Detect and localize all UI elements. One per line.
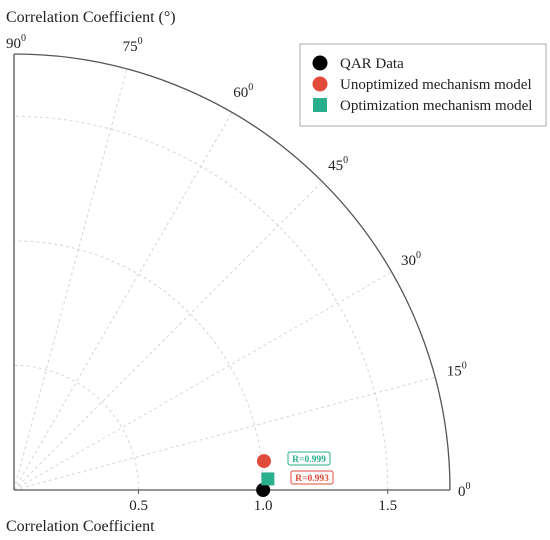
- grid-spoke-45: [13, 181, 323, 491]
- grid-spoke-15: [13, 376, 436, 491]
- angle-tick-superscript: 0: [462, 360, 467, 371]
- legend-marker-circle: [312, 55, 328, 71]
- r-value-box: [287, 451, 331, 466]
- chart-title: Correlation Coefficient (°): [6, 9, 176, 26]
- radial-tick-label: 1.0: [254, 498, 273, 514]
- grid-spoke-75: [13, 68, 128, 491]
- legend-label: Optimization mechanism model: [340, 98, 532, 114]
- angle-tick-superscript: 0: [416, 250, 421, 261]
- angle-tick-superscript: 0: [466, 481, 471, 492]
- r-value-label: R=0.999: [292, 455, 326, 465]
- x-axis-label: Correlation Coefficient: [6, 518, 155, 535]
- angle-tick-superscript: 0: [248, 82, 253, 93]
- radial-tick-label: 1.5: [378, 498, 397, 514]
- grid-arc-0: [13, 364, 140, 491]
- grid-layer: [13, 68, 436, 491]
- axes-layer: [13, 53, 451, 491]
- r-value-label: R=0.993: [295, 474, 329, 484]
- angle-tick-superscript: 0: [21, 33, 26, 44]
- angle-tick-label-45: 450: [328, 155, 348, 174]
- point-optimization-model: [261, 472, 275, 486]
- grid-arc-2: [13, 115, 389, 491]
- legend-label: QAR Data: [340, 56, 404, 72]
- grid-arc-1: [13, 240, 264, 491]
- angle-tick-label-0: 00: [458, 481, 471, 500]
- legend-marker-square: [313, 98, 327, 112]
- legend-box: [299, 43, 547, 127]
- angle-tick-superscript: 0: [138, 36, 143, 47]
- points-layer: R=0.993 R=0.999: [256, 451, 334, 497]
- legend-marker-circle: [312, 76, 328, 92]
- outer-arc: [13, 53, 451, 491]
- legend-items: QAR Data Unoptimized mechanism model Optim…: [312, 55, 532, 114]
- angle-tick-label-60: 600: [233, 82, 253, 101]
- angle-tick-superscript: 0: [343, 155, 348, 166]
- legend-label: Unoptimized mechanism model: [340, 77, 532, 93]
- legend: QAR Data Unoptimized mechanism model Optim…: [299, 43, 547, 127]
- angle-tick-label-30: 300: [401, 250, 421, 269]
- point-unoptimized-model: [256, 454, 271, 469]
- angle-tick-label-15: 150: [447, 360, 467, 379]
- angle-tick-label-90: 900: [6, 33, 26, 52]
- grid-spoke-60: [13, 112, 233, 491]
- angle-tick-label-75: 750: [123, 36, 143, 55]
- grid-spoke-30: [13, 271, 392, 491]
- point-qar-data: [256, 483, 271, 497]
- radial-tick-label: 0.5: [129, 498, 148, 514]
- r-value-box: [290, 470, 334, 485]
